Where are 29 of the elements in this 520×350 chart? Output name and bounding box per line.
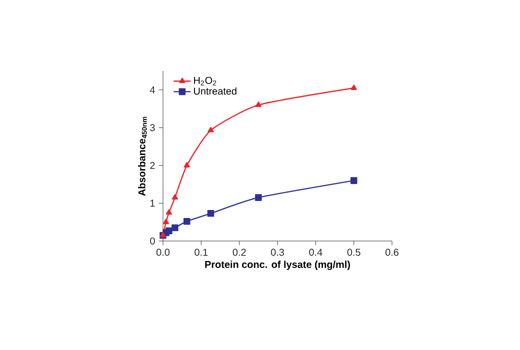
x-tick-label: 0.6: [385, 248, 398, 256]
point: [172, 194, 178, 200]
y-tick-label: 4: [150, 86, 155, 94]
y-tick-label: 1: [150, 200, 155, 207]
x-tick-label: 0.2: [232, 248, 246, 256]
legend-label: H$_{2}$O$_{2}$: [194, 76, 216, 86]
y-tick-label: 2: [150, 162, 155, 169]
point: [184, 162, 190, 168]
y-tick-label: 3: [150, 124, 155, 132]
point: [255, 194, 262, 201]
point: [350, 84, 357, 90]
point: [166, 227, 172, 234]
x-tick-label: 0.5: [347, 248, 360, 256]
point: [166, 209, 172, 215]
point: [350, 177, 358, 184]
x-tick-label: 0.3: [270, 248, 284, 256]
point: [255, 102, 262, 107]
x-tick-label: 0.4: [309, 248, 322, 256]
y-tick-label: 0: [150, 237, 155, 245]
legend-label: Untreated: [194, 87, 236, 95]
y-axis-title: Absorbance$_{450nm}$: [138, 116, 147, 196]
point: [208, 126, 214, 132]
point: [183, 218, 190, 225]
x-tick-label: 0.0: [156, 248, 170, 256]
point: [172, 224, 178, 232]
x-tick-label: 0.1: [194, 248, 208, 256]
x-axis-title: Protein conc. of lysate (mg/ml): [205, 260, 350, 270]
point: [207, 210, 214, 217]
point: [162, 218, 169, 224]
